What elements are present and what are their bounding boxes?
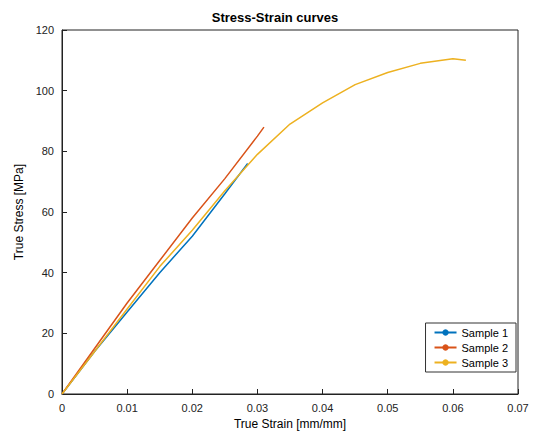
svg-text:0.03: 0.03: [247, 402, 268, 414]
svg-text:0: 0: [59, 402, 65, 414]
svg-text:120: 120: [36, 24, 54, 36]
svg-text:0.02: 0.02: [182, 402, 203, 414]
svg-text:0.05: 0.05: [377, 402, 398, 414]
svg-text:0.07: 0.07: [507, 402, 528, 414]
svg-text:20: 20: [42, 327, 54, 339]
svg-text:0: 0: [48, 388, 54, 400]
svg-text:80: 80: [42, 145, 54, 157]
svg-text:Sample 2: Sample 2: [462, 342, 508, 354]
svg-text:100: 100: [36, 85, 54, 97]
svg-text:0.01: 0.01: [116, 402, 137, 414]
svg-text:True Stress [MPa]: True Stress [MPa]: [12, 164, 26, 260]
svg-text:60: 60: [42, 206, 54, 218]
svg-text:Sample 3: Sample 3: [462, 357, 508, 369]
svg-text:True Strain [mm/mm]: True Strain [mm/mm]: [234, 417, 346, 431]
svg-text:0.04: 0.04: [312, 402, 333, 414]
svg-text:0.06: 0.06: [442, 402, 463, 414]
svg-text:Sample 1: Sample 1: [462, 327, 508, 339]
svg-text:Stress-Strain curves: Stress-Strain curves: [212, 10, 338, 25]
svg-text:40: 40: [42, 267, 54, 279]
